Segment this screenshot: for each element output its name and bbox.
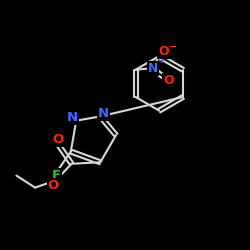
Text: N: N [67,111,78,124]
Text: +: + [157,56,164,65]
Text: −: − [170,42,177,52]
Text: O: O [158,46,169,59]
Text: O: O [52,134,64,146]
Text: O: O [163,74,174,87]
Text: N: N [148,62,158,75]
Text: O: O [48,179,59,192]
Text: N: N [98,107,109,120]
Text: F: F [52,169,61,182]
